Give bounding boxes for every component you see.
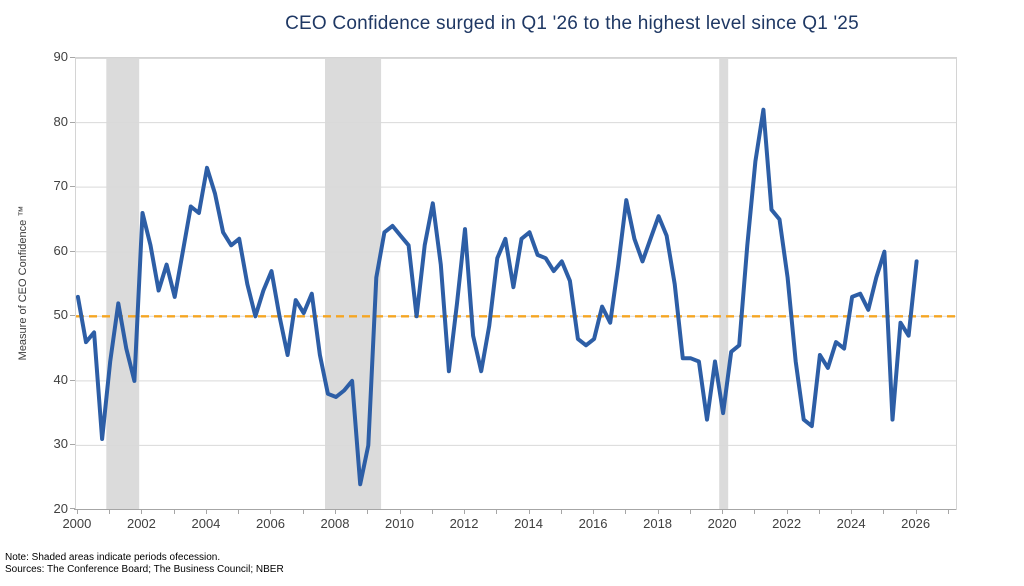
plot-area (75, 57, 957, 510)
x-axis-tick (625, 510, 627, 514)
y-axis-tick (70, 57, 75, 58)
y-tick-label: 90 (53, 49, 68, 64)
x-tick-label: 2004 (191, 516, 221, 531)
x-tick-label: 2006 (256, 516, 285, 531)
ceo-confidence-line (76, 107, 919, 487)
x-tick-label: 2026 (901, 516, 931, 531)
y-axis-tick (70, 379, 75, 381)
x-tick-label: 2010 (385, 516, 414, 531)
y-tick-label: 20 (53, 501, 68, 516)
recession-band (719, 58, 729, 510)
y-axis-tick (70, 315, 75, 317)
y-tick-label: 70 (53, 178, 68, 194)
confidence-chart-svg (76, 58, 956, 510)
x-axis-tick (335, 510, 336, 514)
x-axis-tick (302, 510, 304, 514)
x-tick-label: 2002 (126, 516, 156, 531)
x-axis-tick (722, 510, 724, 514)
y-tick-label: 60 (53, 242, 68, 258)
page-title: CEO Confidence surged in Q1 '26 to the h… (285, 13, 859, 34)
x-tick-label: 2014 (514, 516, 543, 531)
x-tick-label: 2000 (62, 516, 92, 531)
y-tick-label: 40 (53, 371, 68, 387)
y-axis-tick (70, 444, 75, 446)
recession-band (325, 58, 382, 510)
note-line-2: Sources: The Conference Board; The Busin… (5, 564, 284, 575)
x-tick-label: 2020 (707, 516, 737, 531)
x-axis-tick (947, 510, 949, 514)
x-axis-tick (851, 510, 853, 514)
x-tick-label: 2022 (772, 516, 802, 531)
x-axis-tick (593, 510, 595, 514)
x-axis-tick (883, 510, 885, 514)
x-axis-tick (818, 510, 820, 514)
recession-band (106, 58, 140, 510)
x-axis-tick (205, 510, 207, 514)
y-axis-tick (70, 250, 75, 252)
x-axis-tick (141, 510, 143, 514)
y-axis-tick (70, 121, 75, 123)
x-axis-tick (689, 510, 691, 514)
y-axis-tick (70, 186, 75, 188)
x-axis-line (74, 509, 956, 510)
x-axis-tick (786, 510, 788, 514)
y-tick-label: 80 (53, 113, 68, 129)
y-axis-tick (70, 508, 75, 509)
x-axis-tick (173, 510, 175, 514)
x-axis-tick (560, 510, 562, 514)
x-axis-tick (464, 510, 466, 514)
x-axis-tick (238, 510, 240, 514)
x-tick-label: 2012 (449, 516, 479, 531)
x-axis-tick (109, 510, 111, 514)
y-tick-label: 50 (53, 307, 68, 323)
x-axis-tick (915, 510, 917, 514)
x-axis-tick (528, 510, 530, 514)
note-line-1: Note: Shaded areas indicate periods ofec… (5, 552, 221, 563)
x-axis-tick (657, 510, 659, 514)
x-axis-tick (76, 510, 78, 514)
x-tick-label: 2024 (836, 516, 866, 531)
x-tick-label: 2008 (320, 516, 350, 531)
x-tick-label: 2016 (578, 516, 608, 531)
x-axis-tick (270, 510, 272, 514)
y-tick-label: 30 (53, 436, 68, 452)
x-axis-tick (367, 510, 369, 514)
x-axis-tick (431, 510, 433, 514)
x-axis-tick (496, 510, 498, 514)
x-tick-label: 2018 (643, 516, 673, 531)
x-axis-tick (754, 510, 756, 514)
x-axis-tick (399, 510, 401, 514)
